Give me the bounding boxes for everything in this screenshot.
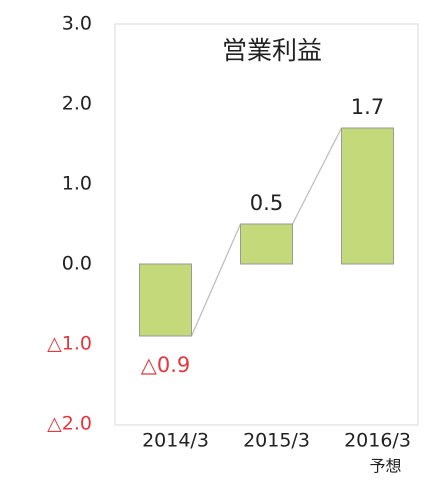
- y-tick-label: 1.0: [62, 173, 92, 195]
- bar: [240, 223, 293, 265]
- value-label: 0.5: [250, 191, 283, 215]
- y-tick-label: 0.0: [62, 253, 92, 275]
- plot-frame: [114, 23, 419, 426]
- x-tick-label: 2014/3: [142, 430, 209, 452]
- y-tick-label: 2.0: [62, 93, 92, 115]
- x-tick-label: 2016/3: [344, 430, 411, 452]
- y-tick-label: 3.0: [62, 13, 92, 35]
- connector: [190, 223, 242, 337]
- bar: [341, 127, 394, 265]
- value-label: △0.9: [141, 353, 191, 377]
- connector: [291, 127, 343, 225]
- y-tick-label: △2.0: [47, 413, 92, 435]
- y-tick-label: △1.0: [47, 333, 92, 355]
- x-tick-label: 2015/3: [243, 430, 310, 452]
- value-label: 1.7: [351, 95, 384, 119]
- bar: [139, 263, 192, 337]
- x-tick-sublabel: 予想: [369, 457, 401, 476]
- chart-title: 営業利益: [222, 36, 322, 65]
